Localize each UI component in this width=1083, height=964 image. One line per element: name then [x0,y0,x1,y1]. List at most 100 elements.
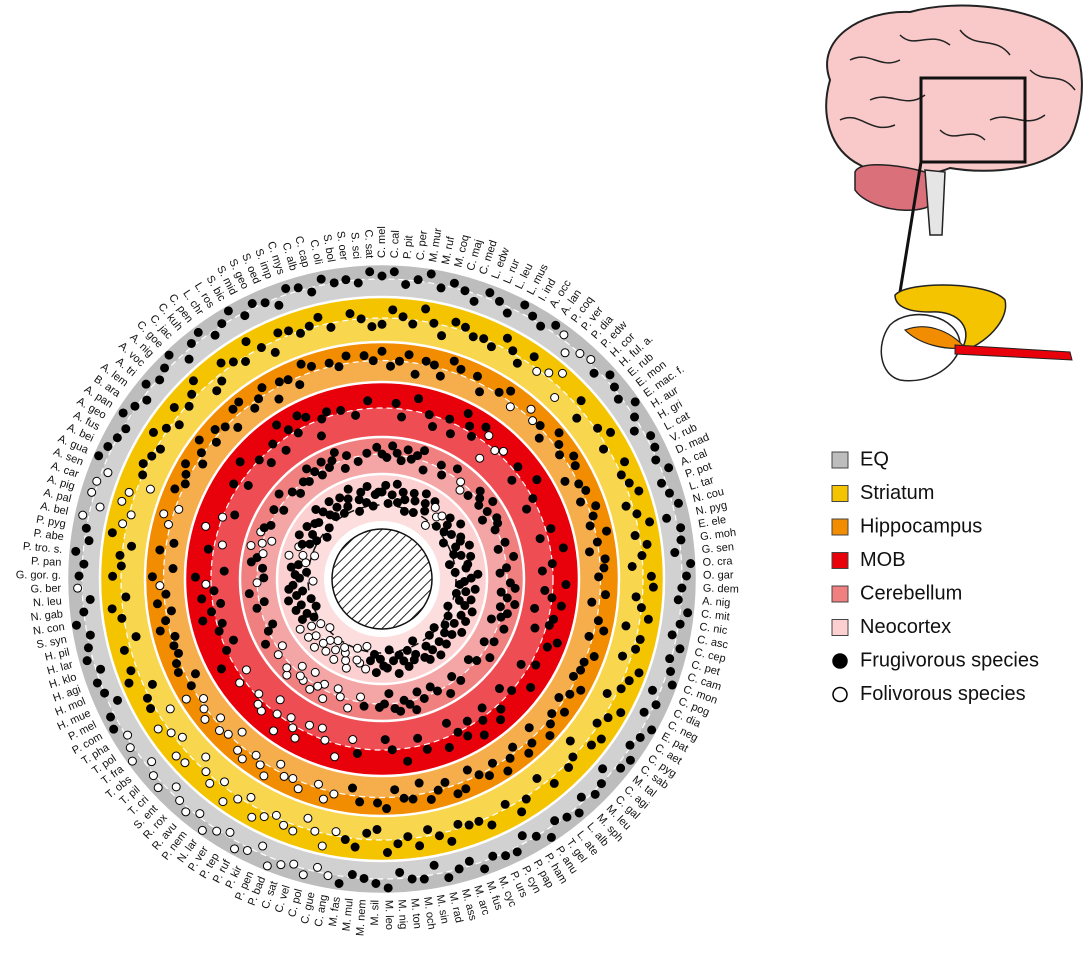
species-dot [182,695,190,703]
species-dot [167,729,175,737]
species-dot [403,646,411,654]
species-dot [391,786,399,794]
species-dot [582,486,590,494]
species-label: G. gor. g. [16,569,61,581]
species-dot [378,347,386,355]
species-dot [335,363,343,371]
species-dot [511,601,519,609]
species-dot [363,449,371,457]
species-dot [74,584,82,592]
species-dot [107,713,115,721]
species-dot [548,594,556,602]
species-dot [671,549,679,557]
species-dot [387,362,395,370]
species-dot [636,635,644,643]
species-dot [181,480,189,488]
species-dot [297,489,305,497]
species-dot [462,785,470,793]
species-dot [220,778,228,786]
species-dot [238,755,246,763]
species-dot [357,488,365,496]
species-dot [322,647,330,655]
legend-label: EQ [860,448,889,470]
species-dot [241,312,249,320]
species-dot [600,564,608,572]
species-dot [382,481,390,489]
species-dot [170,539,178,547]
species-dot [85,537,93,545]
species-dot [599,765,607,773]
species-dot [363,482,371,490]
species-dot [430,624,438,632]
species-dot [148,573,156,581]
species-dot [395,669,403,677]
species-dot [473,657,481,665]
species-dot [482,423,490,431]
species-dot [202,580,210,588]
species-dot [318,415,326,423]
species-dot [213,827,221,835]
species-dot [523,505,531,513]
species-dot [96,503,104,511]
species-dot [202,768,210,776]
species-dot [385,646,393,654]
species-dot [555,429,563,437]
species-dot [566,690,574,698]
species-dot [342,656,350,664]
species-dot [309,577,317,585]
species-label: N. leu [33,595,63,609]
species-dot [503,309,511,317]
legend-swatch [832,486,848,502]
species-dot [260,574,268,582]
species-dot [525,724,533,732]
species-dot [275,395,283,403]
species-label: C. sat [362,229,375,258]
species-dot [414,734,422,742]
species-dot [208,608,216,616]
species-dot [170,403,178,411]
species-dot [293,412,301,420]
species-dot [210,587,218,595]
species-dot [559,544,567,552]
species-dot [291,571,299,579]
species-dot [413,706,421,714]
species-dot [531,604,539,612]
species-dot [174,668,182,676]
species-dot [234,746,242,754]
species-dot [456,486,464,494]
species-dot [646,518,654,526]
species-dot [258,384,266,392]
species-dot [288,488,296,496]
species-dot [127,511,135,519]
species-dot [383,849,391,857]
species-dot [302,413,310,421]
species-dot [313,863,321,871]
species-dot [441,778,449,786]
species-dot [303,523,311,531]
species-dot [425,631,433,639]
species-dot [342,452,350,460]
species-dot [125,679,133,687]
species-dot [341,836,349,844]
species-dot [589,512,597,520]
species-dot [556,451,564,459]
legend-label: Striatum [860,482,934,504]
species-dot [577,686,585,694]
species-dot [488,759,496,767]
species-dot [652,456,660,464]
species-dot [331,753,339,761]
species-dot [191,573,199,581]
species-dot [287,714,295,722]
species-dot [434,786,442,794]
species-dot [668,681,676,689]
species-dot [665,464,673,472]
species-dot [536,422,544,430]
species-dot [563,813,571,821]
legend-dot [833,654,847,668]
species-dot [344,485,352,493]
species-dot [577,397,585,405]
species-dot [530,353,538,361]
species-dot [298,540,306,548]
species-dot [276,696,284,704]
species-dot [314,780,322,788]
